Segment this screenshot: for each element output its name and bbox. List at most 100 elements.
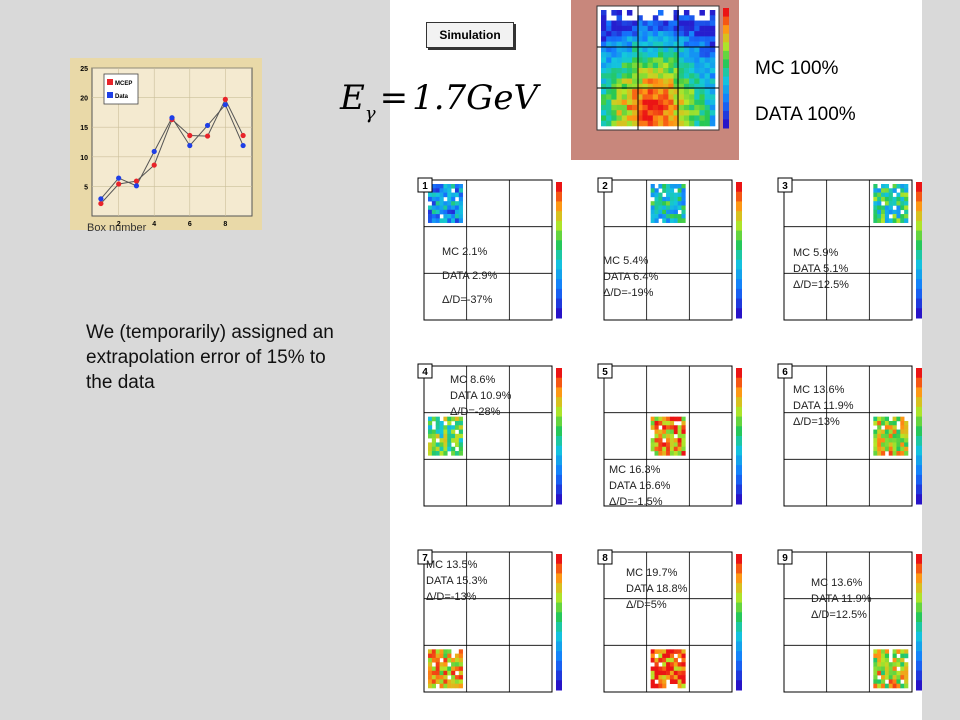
heatmap-cell: [900, 425, 905, 430]
heatmap-cell: [454, 218, 460, 223]
heatmap-cell: [663, 120, 669, 127]
heatmap-cell: [654, 196, 659, 202]
heatmap-cell: [689, 15, 695, 21]
heatmap-cell: [669, 438, 675, 443]
heatmap-cell: [616, 78, 623, 85]
colorbar-cell: [736, 554, 742, 565]
colorbar: [736, 368, 742, 505]
heatmap-cell: [678, 94, 685, 100]
heatmap-cell: [601, 15, 607, 21]
y-tick-label: 20: [80, 96, 88, 103]
heatmap-cell: [673, 41, 680, 48]
colorbar-cell: [736, 240, 742, 251]
heatmap-cell: [662, 649, 667, 654]
heatmap-cell: [616, 41, 623, 48]
heatmap-cell: [673, 657, 678, 663]
box-number-tag: [417, 549, 433, 565]
heatmap-cell: [881, 442, 886, 448]
heatmap-cell: [654, 451, 659, 456]
heatmap-cell: [884, 188, 890, 193]
heatmap-cell: [683, 20, 690, 27]
heatmap-cell: [454, 675, 460, 680]
heatmap-cell: [677, 670, 682, 676]
heatmap-cell: [447, 416, 452, 422]
heatmap-cell: [699, 120, 705, 127]
x-tick-label: 4: [152, 221, 156, 228]
heatmap-cell: [652, 99, 659, 106]
heatmap-cell: [900, 214, 905, 219]
heatmap-cell: [694, 68, 700, 74]
box-panel-1: 1: [400, 172, 570, 337]
colorbar-cell: [736, 465, 742, 476]
heatmap-cell: [435, 425, 440, 430]
colorbar-cell: [556, 279, 562, 290]
heatmap-cell: [873, 446, 878, 452]
colorbar-cell: [736, 279, 742, 290]
heatmap-cell: [458, 218, 463, 223]
heatmap-cell: [668, 25, 674, 32]
heatmap-cell: [881, 192, 886, 198]
heatmap-cell: [888, 188, 893, 193]
heatmap-cell: [428, 662, 433, 667]
heatmap-cell: [666, 188, 671, 193]
heatmap-cell: [616, 31, 623, 37]
heatmap-cell: [637, 89, 643, 95]
heatmap-cell: [681, 451, 686, 456]
colorbar-cell: [736, 583, 742, 594]
heatmap-cell: [877, 196, 882, 202]
heatmap-cell: [663, 68, 669, 74]
heatmap-cell: [673, 679, 678, 685]
heatmap-cell: [616, 94, 623, 100]
heatmap-cell: [443, 205, 448, 211]
colorbar-cell: [736, 436, 742, 447]
heatmap-cell: [884, 416, 890, 422]
heatmap-cell: [658, 192, 663, 198]
heatmap-cell: [451, 209, 456, 215]
heatmap-cell: [873, 666, 878, 672]
colorbar-cell: [723, 50, 729, 60]
colorbar-cell: [736, 680, 742, 691]
heatmap-cell: [694, 46, 700, 53]
heatmap-cell: [896, 196, 901, 202]
heatmap-cell: [626, 110, 633, 116]
heatmap-cell: [663, 31, 669, 37]
heatmap-cell: [650, 209, 655, 215]
heatmap-cell: [900, 205, 905, 211]
heatmap-cell: [435, 451, 440, 456]
heatmap-cell: [642, 25, 648, 32]
heatmap-cell: [439, 451, 444, 456]
heatmap-cell: [904, 451, 909, 456]
heatmap-cell: [428, 192, 433, 198]
heatmap-cell: [637, 68, 643, 74]
heatmap-cell: [650, 679, 655, 685]
heatmap-cell: [666, 670, 671, 676]
formula-value: 1.7GeV: [412, 78, 538, 118]
heatmap-cell: [447, 670, 452, 676]
heatmap-cell: [699, 20, 705, 27]
heatmap-cell: [654, 425, 659, 430]
x-tick-label: 6: [188, 221, 192, 228]
heatmap-cell: [681, 649, 686, 654]
heatmap-cell: [654, 666, 659, 672]
heatmap-cell: [681, 446, 686, 452]
data-point: [98, 196, 104, 202]
heatmap-cell: [877, 653, 882, 659]
heatmap-cell: [704, 115, 711, 122]
heatmap-cell: [616, 15, 623, 21]
heatmap-cell: [677, 683, 682, 689]
heatmap-cell: [454, 679, 460, 685]
heatmap-cell: [601, 31, 607, 37]
heatmap-cell: [606, 25, 612, 32]
heatmap-cell: [900, 683, 905, 689]
heatmap-cell: [683, 104, 690, 111]
colorbar-cell: [556, 622, 562, 633]
heatmap-cell: [888, 196, 893, 202]
heatmap-cell: [877, 218, 882, 223]
heatmap-cell: [666, 662, 671, 667]
heatmap-cell: [881, 188, 886, 193]
heatmap-cell: [637, 25, 643, 32]
heatmap-cell: [677, 666, 682, 672]
heatmap-cell: [699, 89, 705, 95]
colorbar-cell: [556, 563, 562, 574]
heatmap-cell: [709, 94, 716, 100]
